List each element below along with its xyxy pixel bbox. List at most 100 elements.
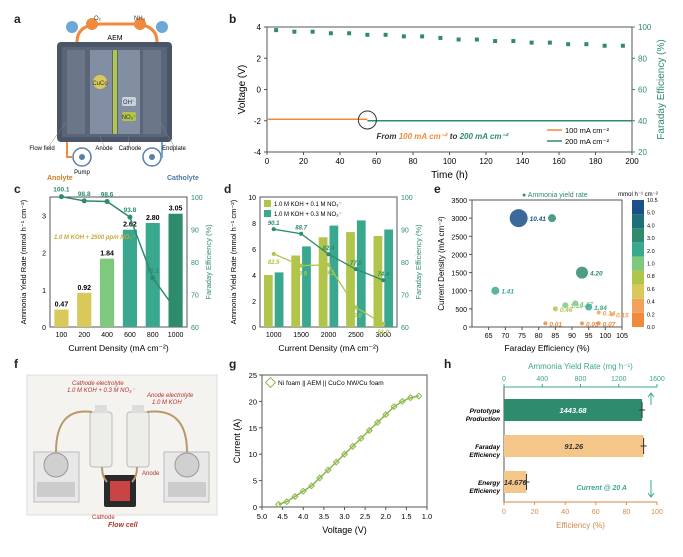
chart-g-svg: 5.04.54.03.53.02.52.01.51.00510152025Ni … <box>227 357 442 537</box>
svg-text:1.0 M KOH + 0.1 M NO₃⁻: 1.0 M KOH + 0.1 M NO₃⁻ <box>274 202 342 208</box>
svg-text:70: 70 <box>501 333 509 340</box>
panel-letter: c <box>14 182 21 196</box>
svg-text:2000: 2000 <box>451 252 467 259</box>
svg-text:200: 200 <box>78 332 90 339</box>
svg-text:1.84: 1.84 <box>100 251 114 258</box>
svg-text:10: 10 <box>248 195 256 202</box>
svg-text:3: 3 <box>42 214 46 221</box>
svg-text:2.62: 2.62 <box>123 222 137 229</box>
svg-text:4: 4 <box>252 273 256 280</box>
svg-text:1000: 1000 <box>266 332 282 339</box>
svg-text:80: 80 <box>191 260 199 267</box>
svg-text:60: 60 <box>592 509 600 516</box>
svg-text:3.0: 3.0 <box>339 512 349 521</box>
svg-text:0.0: 0.0 <box>647 325 655 331</box>
svg-text:● Ammonia yield rate: ● Ammonia yield rate <box>522 192 588 199</box>
svg-text:74.4: 74.4 <box>377 272 389 278</box>
svg-text:2500: 2500 <box>451 234 467 241</box>
svg-text:100.1: 100.1 <box>53 187 70 194</box>
svg-text:Anode: Anode <box>142 471 160 477</box>
svg-text:1.0: 1.0 <box>647 262 655 268</box>
svg-text:40: 40 <box>561 509 569 516</box>
svg-text:Efficiency (%): Efficiency (%) <box>556 521 605 530</box>
svg-text:Anode electrolyte: Anode electrolyte <box>146 393 194 399</box>
svg-text:5.0: 5.0 <box>647 211 655 217</box>
svg-text:20: 20 <box>249 397 257 406</box>
svg-text:80: 80 <box>535 333 543 340</box>
svg-text:60: 60 <box>638 86 647 95</box>
photo-f-svg: Cathode electrolyte 1.0 M KOH + 0.3 M NO… <box>12 357 227 537</box>
svg-text:20: 20 <box>299 157 308 166</box>
svg-text:120: 120 <box>479 157 493 166</box>
svg-text:Cathode electrolyte: Cathode electrolyte <box>72 381 124 387</box>
svg-text:O₂: O₂ <box>94 16 102 22</box>
svg-text:Voltage (V): Voltage (V) <box>237 65 248 114</box>
svg-text:200: 200 <box>625 157 639 166</box>
svg-text:100: 100 <box>56 332 68 339</box>
svg-text:0.47: 0.47 <box>55 302 69 309</box>
svg-text:90.1: 90.1 <box>268 221 280 227</box>
svg-text:100 mA cm⁻²: 100 mA cm⁻² <box>565 126 609 135</box>
svg-text:Endplate: Endplate <box>162 146 186 152</box>
svg-text:3.5: 3.5 <box>319 512 329 521</box>
svg-text:2: 2 <box>257 54 262 63</box>
svg-text:1600: 1600 <box>649 376 665 383</box>
svg-text:Voltage (V): Voltage (V) <box>322 525 367 535</box>
svg-text:93.8: 93.8 <box>124 207 137 214</box>
svg-text:NH₃: NH₃ <box>134 16 146 22</box>
panel-d-chart: d 1000150020002500300090.188.782.477.874… <box>222 182 432 357</box>
svg-text:10.5: 10.5 <box>647 198 658 204</box>
panel-letter: d <box>224 182 231 196</box>
svg-text:400: 400 <box>536 376 548 383</box>
schematic-svg: CuCo OH⁻ NO₃⁻ AEM O₂ NH₃ Flow field Pump… <box>12 12 227 182</box>
svg-text:65.4: 65.4 <box>169 299 182 306</box>
svg-text:0: 0 <box>42 325 46 332</box>
svg-text:2.0: 2.0 <box>647 249 655 255</box>
svg-text:5.0: 5.0 <box>257 512 267 521</box>
panel-letter: a <box>14 12 21 26</box>
svg-text:Current Density (mA cm⁻²): Current Density (mA cm⁻²) <box>68 343 169 353</box>
panel-g-chart: g 5.04.54.03.53.02.52.01.51.00510152025N… <box>227 357 442 537</box>
svg-text:1443.68: 1443.68 <box>559 406 587 415</box>
svg-text:82.4: 82.4 <box>323 246 335 252</box>
svg-text:Current Density (mA cm⁻²): Current Density (mA cm⁻²) <box>278 343 379 353</box>
svg-text:4: 4 <box>257 23 262 32</box>
svg-text:Flow field: Flow field <box>29 146 54 152</box>
svg-text:2.5: 2.5 <box>360 512 370 521</box>
panel-a-schematic: a CuCo OH⁻ NO₃⁻ AEM O₂ NH₃ <box>12 12 227 182</box>
svg-text:1: 1 <box>42 288 46 295</box>
svg-text:From 100 mA cm⁻² to 200 mA cm⁻: From 100 mA cm⁻² to 200 mA cm⁻² <box>377 132 509 141</box>
svg-text:100: 100 <box>191 195 203 202</box>
svg-text:160: 160 <box>552 157 566 166</box>
svg-text:3.05: 3.05 <box>169 206 183 213</box>
svg-text:70: 70 <box>401 293 409 300</box>
svg-text:100: 100 <box>638 23 652 32</box>
svg-text:0: 0 <box>265 157 270 166</box>
svg-text:0.8: 0.8 <box>647 274 655 280</box>
svg-text:100: 100 <box>599 333 611 340</box>
svg-text:Ammonia Yield Rate (mg h⁻¹): Ammonia Yield Rate (mg h⁻¹) <box>528 362 633 371</box>
svg-text:1.41: 1.41 <box>501 289 514 296</box>
svg-text:1.0 M KOH + 0.3 M NO₃⁻: 1.0 M KOH + 0.3 M NO₃⁻ <box>274 212 342 218</box>
svg-text:6: 6 <box>252 247 256 254</box>
svg-text:200 mA cm⁻²: 200 mA cm⁻² <box>565 137 609 146</box>
svg-text:40: 40 <box>336 157 345 166</box>
svg-text:3000: 3000 <box>451 216 467 223</box>
panel-e-chart: e 65707580859095100105050010001500200025… <box>432 182 672 357</box>
svg-text:2.80: 2.80 <box>146 215 160 222</box>
svg-text:75: 75 <box>518 333 526 340</box>
svg-text:91.26: 91.26 <box>564 442 584 451</box>
svg-text:66.0: 66.0 <box>350 314 362 320</box>
svg-text:60: 60 <box>401 325 409 332</box>
svg-text:Production: Production <box>466 416 500 423</box>
svg-text:70: 70 <box>191 293 199 300</box>
svg-text:0.92: 0.92 <box>77 285 91 292</box>
svg-text:500: 500 <box>455 307 467 314</box>
svg-text:10.41: 10.41 <box>530 216 547 223</box>
chart-h-svg: 040080012001600Ammonia Yield Rate (mg h⁻… <box>442 357 672 537</box>
svg-text:0.6: 0.6 <box>647 287 655 293</box>
svg-text:80: 80 <box>401 260 409 267</box>
svg-text:2: 2 <box>42 251 46 258</box>
svg-text:OH⁻: OH⁻ <box>123 100 135 106</box>
svg-text:1.0 M KOH + 0.3 M NO₃⁻: 1.0 M KOH + 0.3 M NO₃⁻ <box>67 388 136 394</box>
